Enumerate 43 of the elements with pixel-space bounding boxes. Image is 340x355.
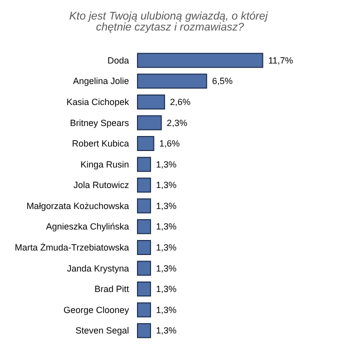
data-label: 11,7%: [268, 55, 294, 66]
y-tick-label: Kinga Rusin: [80, 159, 129, 170]
y-tick-label: Marta Żmuda-Trzebiatowska: [14, 242, 129, 252]
data-label: 1,3%: [156, 159, 177, 170]
data-label: 1,3%: [156, 304, 177, 315]
y-tick-label: Agnieszka Chylińska: [46, 222, 129, 232]
data-label: 1,3%: [156, 326, 177, 336]
y-tick-label: Kasia Cichopek: [66, 96, 130, 107]
data-label: 1,6%: [159, 138, 180, 149]
data-label: 1,3%: [156, 263, 177, 274]
bar: [137, 240, 152, 255]
y-tick-label: Steven Segal: [75, 326, 129, 336]
bar: [137, 156, 152, 172]
y-tick-label: Małgorzata Kożuchowska: [26, 200, 129, 211]
bar: [137, 94, 166, 110]
bar: [137, 74, 208, 89]
bar: [137, 260, 152, 276]
bar: [137, 219, 152, 234]
data-label: 1,3%: [156, 200, 177, 211]
bar: [137, 302, 152, 318]
bar: [137, 178, 152, 193]
data-label: 1,3%: [156, 222, 177, 232]
y-tick-label: Jola Rutowicz: [73, 180, 130, 190]
y-tick-label: Brad Pitt: [94, 284, 130, 294]
data-label: 2,6%: [170, 96, 191, 107]
data-label: 1,3%: [156, 284, 177, 294]
y-tick-label: Doda: [107, 55, 129, 66]
bar: [137, 282, 152, 297]
y-tick-label: George Clooney: [63, 304, 130, 315]
bar: [137, 115, 162, 130]
y-tick-label: Britney Spears: [70, 118, 130, 128]
y-tick-label: Robert Kubica: [72, 138, 129, 149]
data-label: 1,3%: [156, 180, 177, 190]
data-label: 6,5%: [212, 76, 233, 86]
data-label: 2,3%: [166, 118, 188, 128]
bar: [137, 52, 264, 68]
bar: [137, 323, 152, 338]
bar: [137, 198, 152, 214]
y-tick-label: Angelina Jolie: [72, 76, 129, 86]
chart-title: Kto jest Twoją ulubioną gwiazdą, o której chętnie czytasz i rozmawiasz?: [69, 10, 271, 34]
y-tick-label: Janda Krystyna: [66, 263, 129, 274]
data-label: 1,3%: [156, 242, 177, 252]
bar: [137, 136, 154, 152]
